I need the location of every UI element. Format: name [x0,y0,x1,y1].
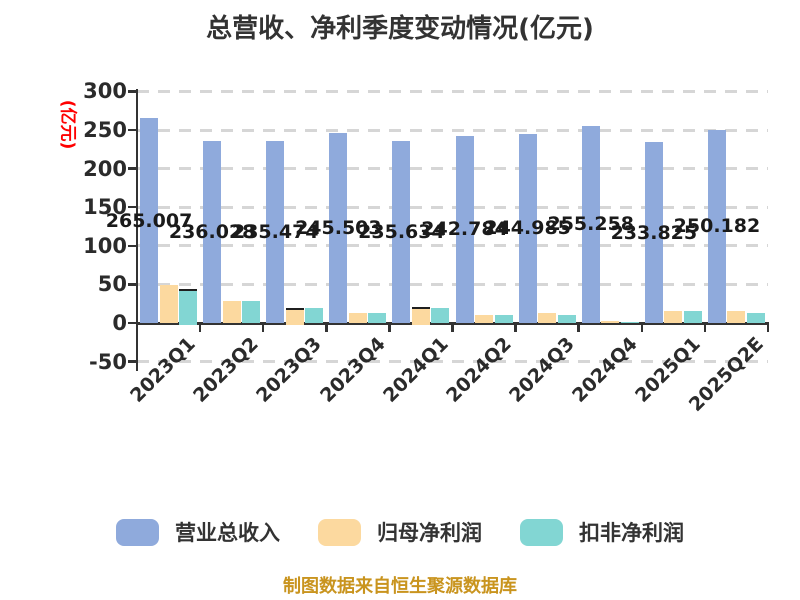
y-tick-mark [128,360,137,363]
x-tick-mark [640,323,644,332]
bar-归母净利润-2024Q4[interactable] [601,321,620,323]
legend-label: 营业总收入 [175,521,280,545]
value-label-2023Q4: 245.503 [295,217,382,240]
value-label-2023Q1: 265.007 [105,209,193,232]
bar-扣非净利润-2025Q2E[interactable] [746,312,765,323]
bar-归母净利润-2023Q2[interactable] [222,301,241,323]
bar-归母净利润-2023Q4[interactable] [348,312,367,323]
x-tick-mark [577,323,580,332]
chart-title: 总营收、净利季度变动情况(亿元) [206,14,594,44]
legend: 营业总收入 归母净利润 扣非净利润 [0,517,800,547]
x-tick-mark [703,323,707,332]
bar-扣非净利润-2023Q1[interactable] [179,289,198,325]
bar-归母净利润-2023Q1[interactable] [159,285,178,323]
x-category-label-2024Q2[interactable]: 2024Q2 [441,333,516,407]
source-caption: 制图数据来自恒生聚源数据库 [283,576,517,597]
value-label-2025Q1: 233.825 [610,221,698,244]
bar-营业总收入-2024Q2[interactable] [455,135,474,323]
gridline-150 [137,205,768,209]
bar-归母净利润-2023Q3[interactable] [285,307,304,325]
x-tick-mark [388,323,391,332]
bar-归母净利润-2024Q3[interactable] [538,312,557,323]
x-tick-mark [766,323,770,332]
x-tick-mark [451,323,454,332]
bar-营业总收入-2023Q3[interactable] [266,141,285,323]
y-tick-label: 0 [112,311,127,335]
bar-营业总收入-2024Q1[interactable] [392,141,411,323]
bar-扣非净利润-2023Q3[interactable] [305,308,324,323]
legend-swatch-tan [318,518,361,546]
y-tick-mark [128,244,137,248]
gridline--50 [137,360,768,364]
gridline-50 [137,282,768,286]
bar-扣非净利润-2024Q3[interactable] [557,314,576,323]
bar-扣非净利润-2023Q2[interactable] [242,301,261,323]
bar-营业总收入-2024Q4[interactable] [581,125,600,323]
value-label-2023Q3: 235.474 [231,221,319,244]
y-tick-label: 100 [83,233,127,258]
y-tick-mark [128,283,137,286]
bar-归母净利润-2024Q2[interactable] [475,314,494,323]
x-category-label-2024Q1[interactable]: 2024Q1 [378,333,453,407]
bar-归母净利润-2025Q1[interactable] [664,310,683,323]
y-tick-mark [128,128,137,132]
bar-营业总收入-2025Q2E[interactable] [707,129,726,323]
gridline-100 [137,244,768,248]
legend-item-total-revenue[interactable]: 营业总收入 [116,517,280,547]
x-category-label-2024Q4[interactable]: 2024Q4 [568,333,642,407]
bar-归母净利润-2024Q1[interactable] [411,306,430,325]
y-tick-mark [128,321,137,325]
legend-label: 扣非净利润 [579,521,684,545]
y-tick-mark [128,167,137,170]
y-tick-label: 200 [83,156,127,181]
gridline-200 [137,167,768,171]
x-category-label-2023Q2[interactable]: 2023Q2 [189,333,264,407]
y-axis-line [135,89,138,371]
bar-营业总收入-2023Q2[interactable] [203,140,222,323]
bar-归母净利润-2025Q2E[interactable] [727,311,746,323]
bar-扣非净利润-2024Q4[interactable] [620,322,639,323]
value-label-2024Q1: 235.634 [358,221,445,244]
bar-扣非净利润-2024Q1[interactable] [431,307,450,323]
x-tick-mark [514,323,517,332]
bar-营业总收入-2023Q1[interactable] [140,118,159,323]
value-label-2023Q2: 236.028 [168,220,256,243]
bar-营业总收入-2025Q1[interactable] [644,142,663,323]
bar-营业总收入-2024Q3[interactable] [518,133,537,323]
value-label-2025Q2E: 250.182 [673,215,761,238]
legend-swatch-blue [116,518,159,546]
y-tick-label: -50 [89,349,127,374]
y-tick-label: 300 [83,79,127,104]
y-tick-mark [128,205,137,209]
y-tick-label: 250 [83,118,127,142]
legend-item-non-gaap-profit[interactable]: 扣非净利润 [520,517,684,547]
y-tick-mark [128,90,137,93]
legend-item-net-profit[interactable]: 归母净利润 [318,517,482,547]
value-label-2024Q3: 244.985 [484,217,571,240]
legend-swatch-teal [520,518,563,546]
x-tick-mark [325,323,328,332]
value-label-2024Q4: 255.258 [547,213,635,236]
bar-扣非净利润-2025Q1[interactable] [683,310,702,323]
x-category-label-2024Q3[interactable]: 2024Q3 [504,333,579,407]
x-category-label-2023Q3[interactable]: 2023Q3 [252,333,327,407]
x-tick-mark [261,323,265,332]
gridline-300 [137,89,768,93]
y-tick-label: 50 [97,272,127,297]
bar-扣非净利润-2024Q2[interactable] [494,315,513,323]
value-label-2024Q2: 242.784 [421,218,508,241]
bar-扣非净利润-2023Q4[interactable] [368,312,387,323]
legend-label: 归母净利润 [377,521,482,545]
x-category-label-2023Q4[interactable]: 2023Q4 [315,333,390,407]
x-tick-mark [135,323,139,332]
gridline-250 [137,128,768,132]
y-tick-label: 150 [83,195,127,220]
bar-营业总收入-2023Q4[interactable] [329,133,348,323]
x-tick-mark [198,323,202,332]
